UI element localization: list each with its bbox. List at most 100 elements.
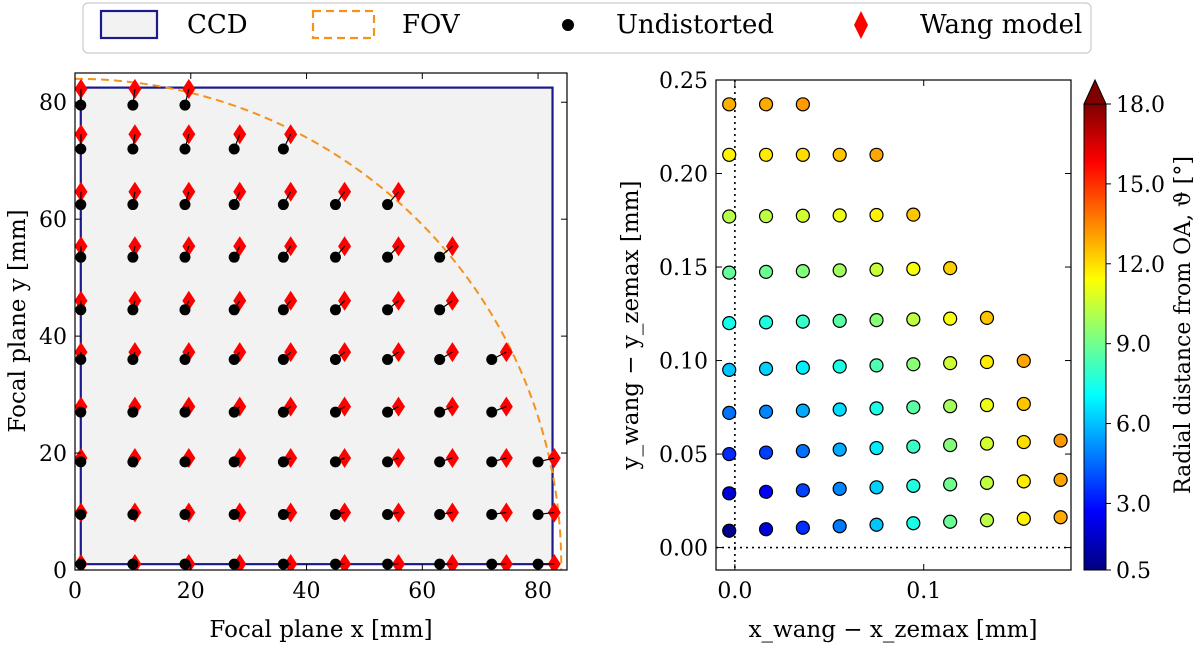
undistorted-point bbox=[382, 406, 394, 418]
left-y-tick-label: 80 bbox=[39, 91, 67, 116]
colorbar-label: Radial distance from OA, ϑ [°] bbox=[1171, 156, 1196, 494]
undistorted-point bbox=[228, 558, 240, 570]
distortion-point bbox=[795, 443, 810, 459]
undistorted-point bbox=[127, 508, 139, 520]
legend-frame bbox=[82, 2, 1092, 54]
right-plot-content bbox=[716, 80, 1071, 570]
undistorted-point bbox=[179, 99, 191, 111]
left-x-axis-label: Focal plane x [mm] bbox=[209, 617, 432, 643]
undistorted-point bbox=[434, 558, 446, 570]
distortion-point bbox=[869, 358, 884, 373]
right-plot-area bbox=[716, 80, 1071, 570]
colorbar-tick-label: 9.0 bbox=[1116, 333, 1151, 358]
right-y-tick-label: 0.10 bbox=[659, 350, 708, 375]
distortion-point bbox=[979, 310, 995, 325]
right-y-tick-label: 0.25 bbox=[659, 69, 708, 94]
undistorted-point bbox=[75, 406, 87, 418]
distortion-point bbox=[906, 400, 921, 415]
undistorted-point bbox=[434, 251, 446, 263]
distortion-point bbox=[1016, 434, 1031, 450]
undistorted-point bbox=[277, 251, 289, 263]
legend-fov-marker bbox=[311, 9, 376, 40]
undistorted-point bbox=[329, 406, 341, 418]
distortion-point bbox=[722, 97, 737, 112]
undistorted-point bbox=[228, 143, 240, 155]
left-y-tick-label: 20 bbox=[39, 442, 67, 467]
distortion-point bbox=[758, 209, 774, 224]
colorbar-ticks: 0.5 3.0 6.0 9.0 12.0 15.0 18.0 bbox=[1106, 93, 1165, 584]
colorbar-tick-label: 3.0 bbox=[1116, 492, 1151, 517]
distortion-point bbox=[943, 477, 958, 492]
distortion-point bbox=[906, 478, 921, 493]
undistorted-point bbox=[75, 558, 87, 570]
undistorted-point bbox=[228, 251, 240, 263]
distortion-point bbox=[832, 263, 847, 278]
right-y-tick-label: 0.00 bbox=[659, 537, 708, 562]
undistorted-point bbox=[532, 456, 544, 468]
left-y-tick-label: 0 bbox=[53, 559, 67, 584]
undistorted-point bbox=[277, 304, 289, 316]
wang-model-point bbox=[392, 553, 406, 570]
right-x-axis-label: x_wang − x_zemax [mm] bbox=[749, 617, 1038, 643]
distortion-point bbox=[869, 517, 884, 532]
undistorted-point bbox=[277, 143, 289, 155]
undistorted-point bbox=[75, 251, 87, 263]
colorbar-tick-label: 6.0 bbox=[1116, 413, 1151, 438]
distortion-point bbox=[758, 361, 774, 376]
distortion-point bbox=[832, 519, 847, 534]
undistorted-point bbox=[486, 558, 498, 570]
distortion-point bbox=[869, 207, 884, 223]
colorbar-tick-label: 15.0 bbox=[1116, 173, 1165, 198]
distortion-point bbox=[906, 261, 921, 276]
distortion-point bbox=[869, 262, 884, 277]
distortion-point bbox=[943, 437, 958, 453]
undistorted-point bbox=[179, 354, 191, 366]
ccd-outline bbox=[79, 86, 554, 566]
undistorted-point bbox=[329, 558, 341, 570]
distortion-point bbox=[722, 209, 737, 224]
undistorted-point bbox=[75, 456, 87, 468]
distortion-point bbox=[722, 405, 737, 421]
distortion-point bbox=[795, 208, 810, 223]
distortion-point bbox=[832, 402, 847, 417]
distortion-point bbox=[832, 147, 847, 162]
undistorted-point bbox=[382, 199, 394, 211]
undistorted-point bbox=[434, 456, 446, 468]
right-x-tick-label: 0.1 bbox=[906, 579, 941, 604]
wang-model-point bbox=[75, 181, 88, 202]
distortion-point bbox=[869, 480, 884, 495]
left-x-tick-label: 20 bbox=[177, 579, 205, 604]
undistorted-point bbox=[329, 304, 341, 316]
undistorted-point bbox=[127, 354, 139, 366]
undistorted-point bbox=[532, 508, 544, 520]
colorbar-tick-label: 12.0 bbox=[1116, 253, 1165, 278]
distortion-point bbox=[943, 311, 958, 326]
distortion-point bbox=[1016, 396, 1031, 412]
distortion-point bbox=[832, 313, 847, 328]
left-y-tick-label: 40 bbox=[39, 325, 67, 350]
undistorted-point bbox=[486, 354, 498, 366]
distortion-point bbox=[722, 316, 737, 331]
distortion-point bbox=[722, 446, 737, 462]
undistorted-point bbox=[486, 508, 498, 520]
distortion-point bbox=[906, 207, 921, 222]
distortion-point bbox=[722, 265, 737, 280]
undistorted-point bbox=[179, 406, 191, 418]
colorbar-extend-arrow bbox=[1083, 78, 1107, 105]
distortion-panel: 0.0 0.1 0.00 0.05 0.10 0.15 0.20 0.25 x_wang − … bbox=[618, 69, 1072, 643]
undistorted-point bbox=[75, 99, 87, 111]
undistorted-point bbox=[329, 354, 341, 366]
undistorted-point bbox=[127, 456, 139, 468]
undistorted-point bbox=[127, 99, 139, 111]
undistorted-point bbox=[329, 199, 341, 211]
undistorted-point bbox=[434, 508, 446, 520]
undistorted-point bbox=[179, 558, 191, 570]
undistorted-point bbox=[75, 143, 87, 155]
distortion-point bbox=[906, 439, 921, 454]
undistorted-point bbox=[382, 558, 394, 570]
undistorted-point bbox=[277, 199, 289, 211]
distortion-point bbox=[943, 261, 958, 276]
distortion-point bbox=[795, 483, 810, 498]
undistorted-point bbox=[179, 508, 191, 520]
